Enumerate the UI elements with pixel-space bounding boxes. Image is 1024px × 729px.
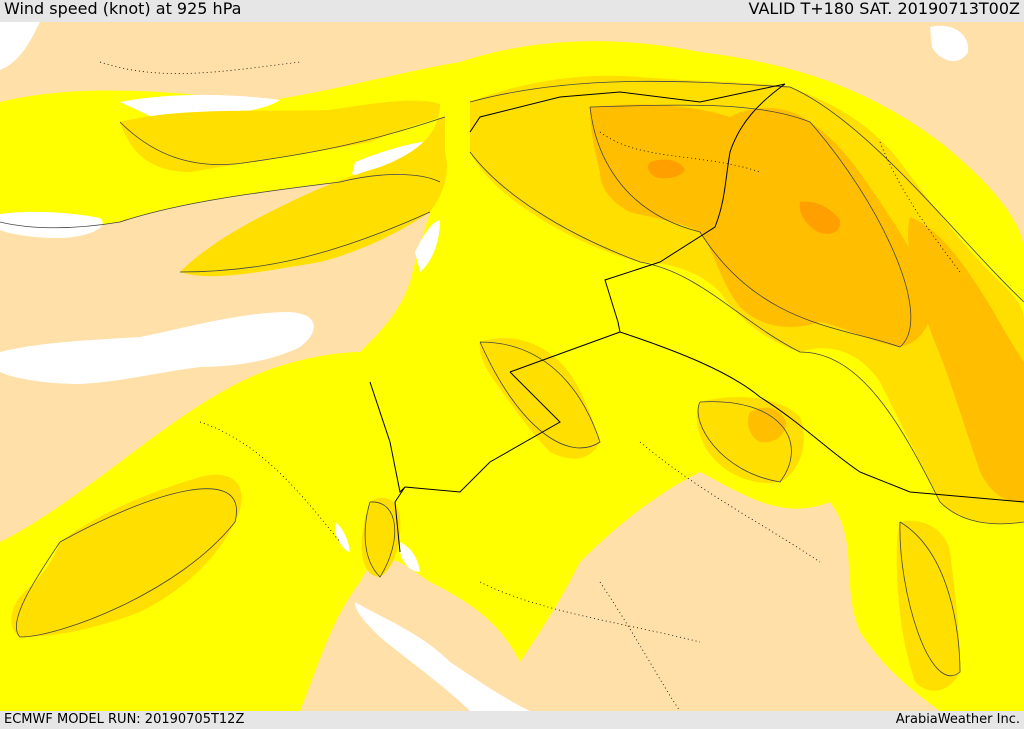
wind-zone-moderate-med <box>120 100 447 277</box>
sea-gulf-aqaba <box>400 542 420 572</box>
sea-levant-coast <box>415 220 440 272</box>
wind-map[interactable] <box>0 22 1024 711</box>
wind-zone-moderate-jordan <box>479 338 600 459</box>
wind-zone-strong-1 <box>799 201 841 234</box>
sea-caspian-lake <box>930 25 969 62</box>
sea-gulf-suez <box>335 522 350 552</box>
valid-time: VALID T+180 SAT. 20190713T00Z <box>748 0 1020 18</box>
province-boundaries <box>99 61 961 711</box>
wind-zone-moderate-kuwait <box>896 520 960 691</box>
wind-map-canvas <box>0 22 1024 711</box>
header-bar: Wind speed (knot) at 925 hPa VALID T+180… <box>0 0 1024 22</box>
wind-zone-strong-2 <box>647 159 685 179</box>
wind-zone-fresh-saudi <box>748 407 786 443</box>
wind-zone-fresh-gulf <box>907 217 1024 503</box>
country-borders <box>369 83 1024 553</box>
footer-bar: ECMWF MODEL RUN: 20190705T12Z ArabiaWeat… <box>0 711 1024 729</box>
wind-zone-moderate-egypt <box>11 474 242 637</box>
map-title: Wind speed (knot) at 925 hPa <box>4 0 242 18</box>
credit: ArabiaWeather Inc. <box>895 712 1020 727</box>
wind-zone-moderate-sinai <box>361 497 401 577</box>
contour-lines <box>0 80 1024 676</box>
model-run: ECMWF MODEL RUN: 20190705T12Z <box>4 712 245 727</box>
sea-aegean <box>0 22 40 70</box>
sea-libya-coast <box>0 312 314 384</box>
sea-red-sea <box>355 602 530 711</box>
sea-crete <box>0 211 103 238</box>
